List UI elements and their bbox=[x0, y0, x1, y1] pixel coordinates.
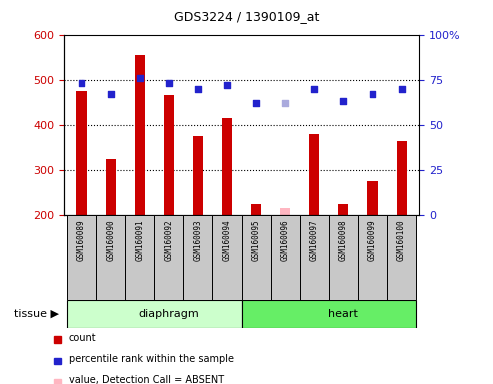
Bar bbox=[309, 134, 319, 215]
Point bbox=[165, 80, 173, 86]
Text: GSM160097: GSM160097 bbox=[310, 219, 319, 261]
Text: diaphragm: diaphragm bbox=[139, 309, 199, 319]
Text: GSM160094: GSM160094 bbox=[222, 219, 232, 261]
Text: GSM160089: GSM160089 bbox=[77, 219, 86, 261]
Text: GSM160096: GSM160096 bbox=[281, 219, 290, 261]
Bar bbox=[367, 181, 378, 215]
Point bbox=[136, 75, 143, 81]
Text: GDS3224 / 1390109_at: GDS3224 / 1390109_at bbox=[174, 10, 319, 23]
Text: GSM160090: GSM160090 bbox=[106, 219, 115, 261]
Text: GSM160095: GSM160095 bbox=[251, 219, 261, 261]
Point bbox=[252, 100, 260, 106]
Bar bbox=[222, 118, 232, 215]
Bar bbox=[358, 215, 387, 300]
Text: GSM160100: GSM160100 bbox=[397, 219, 406, 261]
Point bbox=[369, 91, 377, 97]
Bar bbox=[193, 136, 203, 215]
Bar bbox=[242, 300, 416, 328]
Bar bbox=[396, 141, 407, 215]
Point bbox=[223, 82, 231, 88]
Text: percentile rank within the sample: percentile rank within the sample bbox=[69, 354, 234, 364]
Bar bbox=[329, 215, 358, 300]
Text: GSM160091: GSM160091 bbox=[135, 219, 144, 261]
Text: GSM160092: GSM160092 bbox=[164, 219, 174, 261]
Bar bbox=[387, 215, 416, 300]
Text: value, Detection Call = ABSENT: value, Detection Call = ABSENT bbox=[69, 375, 224, 384]
Text: heart: heart bbox=[328, 309, 358, 319]
Text: count: count bbox=[69, 333, 96, 343]
Point bbox=[311, 86, 318, 92]
Bar bbox=[280, 208, 290, 215]
Bar bbox=[125, 215, 154, 300]
Bar bbox=[338, 204, 349, 215]
Bar bbox=[242, 215, 271, 300]
Bar bbox=[67, 215, 96, 300]
Point bbox=[194, 86, 202, 92]
Point bbox=[282, 100, 289, 106]
Point bbox=[77, 80, 85, 86]
Bar bbox=[154, 215, 183, 300]
Bar bbox=[135, 55, 145, 215]
Text: GSM160098: GSM160098 bbox=[339, 219, 348, 261]
Bar bbox=[96, 215, 125, 300]
Bar bbox=[212, 215, 242, 300]
Text: GSM160099: GSM160099 bbox=[368, 219, 377, 261]
Bar bbox=[251, 204, 261, 215]
Point bbox=[106, 91, 114, 97]
Bar bbox=[300, 215, 329, 300]
Bar bbox=[76, 91, 87, 215]
Point bbox=[398, 86, 406, 92]
Bar bbox=[106, 159, 116, 215]
Bar bbox=[67, 300, 242, 328]
Text: tissue ▶: tissue ▶ bbox=[14, 309, 59, 319]
Bar bbox=[271, 215, 300, 300]
Point bbox=[340, 98, 348, 104]
Bar bbox=[164, 96, 174, 215]
Bar bbox=[183, 215, 212, 300]
Text: GSM160093: GSM160093 bbox=[193, 219, 203, 261]
